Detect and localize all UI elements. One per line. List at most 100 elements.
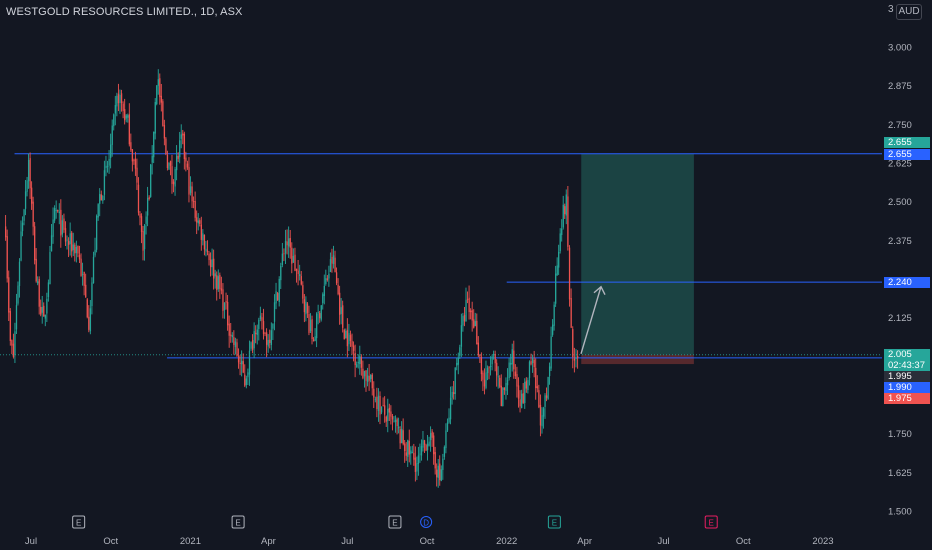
candle-body — [485, 372, 487, 389]
candle-body — [323, 285, 325, 296]
candle-body — [74, 244, 76, 254]
candle-series — [5, 69, 579, 488]
svg-text:E: E — [552, 519, 557, 528]
candle-body — [6, 236, 8, 279]
time-tick-label: Apr — [577, 536, 592, 547]
currency-badge[interactable]: AUD — [896, 4, 922, 20]
time-tick-label: Jul — [341, 536, 353, 547]
candle-body — [550, 336, 552, 369]
candle-body — [165, 138, 167, 155]
projection-arrow[interactable] — [580, 286, 602, 354]
candle-body — [494, 353, 496, 364]
candle-body — [127, 115, 129, 118]
candle-body — [476, 320, 478, 345]
candle-body — [31, 187, 33, 204]
candle-body — [535, 367, 537, 389]
candle-body — [312, 339, 315, 342]
price-tick-label: 2.375 — [888, 236, 912, 247]
symbol-title[interactable]: WESTGOLD RESOURCES LIMITED., 1D, ASX — [6, 6, 243, 18]
candle-body — [384, 405, 386, 415]
candle-body — [284, 240, 287, 254]
stop-zone[interactable] — [581, 354, 694, 365]
candle-body — [431, 431, 433, 438]
earnings-icon[interactable]: E — [704, 515, 718, 529]
candle-body — [202, 233, 204, 241]
candle-body — [9, 311, 11, 342]
candle-body — [402, 430, 404, 445]
price-tick-label: 3.000 — [888, 43, 912, 54]
earnings-icon[interactable]: E — [72, 515, 86, 529]
candle-body — [85, 284, 87, 298]
candle-body — [539, 404, 542, 426]
candle-body — [223, 302, 226, 311]
candle-body — [306, 303, 309, 313]
candle-body — [248, 350, 251, 375]
candle-body — [130, 142, 132, 150]
price-tick-label: 1.750 — [888, 429, 912, 440]
candle-body — [94, 249, 96, 256]
candle-body — [524, 381, 526, 404]
candle-body — [160, 95, 163, 103]
target-price-tag: 2.655 — [884, 137, 930, 148]
candle-body — [35, 258, 37, 282]
candle-body — [86, 299, 88, 318]
candle-body — [245, 378, 248, 385]
candle-body — [196, 217, 198, 223]
target-zone[interactable] — [581, 153, 694, 355]
candle-body — [449, 397, 452, 420]
candle-body — [356, 364, 358, 368]
earnings-icon[interactable]: E — [388, 515, 402, 529]
candle-body — [179, 140, 181, 158]
candle-body — [275, 291, 277, 304]
candle-body — [342, 305, 344, 328]
candle-body — [453, 392, 455, 394]
earnings-icon[interactable]: E — [231, 515, 245, 529]
candle-body — [43, 305, 45, 317]
candle-body — [220, 288, 223, 291]
candle-body — [281, 253, 284, 265]
dividend-icon[interactable]: D — [420, 516, 433, 528]
candle-body — [95, 215, 98, 250]
candle-body — [119, 95, 121, 104]
candle-body — [391, 416, 394, 420]
candle-body — [474, 321, 476, 327]
candle-body — [270, 330, 273, 345]
candle-body — [442, 458, 444, 470]
candle-body — [172, 181, 175, 185]
candle-body — [295, 268, 298, 271]
candle-body — [185, 157, 187, 162]
candle-body — [288, 238, 290, 247]
candle-body — [433, 435, 435, 455]
candle-body — [213, 258, 215, 279]
candle-body — [88, 316, 90, 330]
candle-body — [497, 376, 499, 378]
candle-body — [545, 395, 548, 398]
candle-body — [429, 433, 432, 441]
candle-body — [437, 465, 439, 478]
candle-body — [136, 167, 138, 183]
candle-body — [154, 102, 156, 134]
candle-body — [491, 356, 493, 365]
candle-body — [335, 272, 338, 284]
candle-body — [180, 134, 182, 139]
candle-body — [517, 385, 520, 399]
candle-body — [396, 418, 398, 427]
candle-body — [380, 406, 383, 413]
candle-body — [331, 256, 333, 264]
candle-body — [483, 379, 486, 387]
candle-body — [544, 395, 546, 407]
candle-body — [445, 430, 447, 449]
candle-body — [64, 228, 67, 242]
candle-body — [18, 261, 21, 286]
candle-body — [280, 265, 282, 281]
candle-body — [150, 164, 152, 197]
candle-body — [337, 284, 339, 295]
candle-body — [69, 233, 71, 245]
candle-body — [496, 362, 498, 376]
candle-body — [219, 274, 221, 289]
candle-body — [328, 273, 330, 279]
candle-body — [134, 158, 137, 169]
earnings-icon[interactable]: E — [547, 515, 561, 529]
